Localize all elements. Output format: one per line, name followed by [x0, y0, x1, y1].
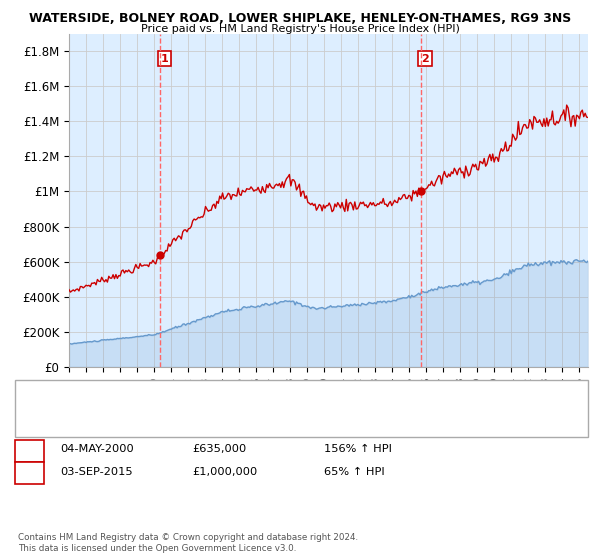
- Text: 2: 2: [25, 465, 34, 478]
- Text: 156% ↑ HPI: 156% ↑ HPI: [324, 444, 392, 454]
- Text: 1: 1: [25, 442, 34, 456]
- Text: 2: 2: [421, 54, 429, 64]
- Text: Price paid vs. HM Land Registry's House Price Index (HPI): Price paid vs. HM Land Registry's House …: [140, 24, 460, 34]
- Text: £635,000: £635,000: [192, 444, 246, 454]
- Text: 1: 1: [160, 54, 168, 64]
- Text: HPI: Average price, detached house, South Oxfordshire: HPI: Average price, detached house, Sout…: [69, 408, 343, 418]
- Text: WATERSIDE, BOLNEY ROAD, LOWER SHIPLAKE, HENLEY-ON-THAMES, RG9 3NS (detached: WATERSIDE, BOLNEY ROAD, LOWER SHIPLAKE, …: [69, 391, 510, 402]
- Text: £1,000,000: £1,000,000: [192, 466, 257, 477]
- Text: 03-SEP-2015: 03-SEP-2015: [60, 466, 133, 477]
- Text: 04-MAY-2000: 04-MAY-2000: [60, 444, 134, 454]
- Text: WATERSIDE, BOLNEY ROAD, LOWER SHIPLAKE, HENLEY-ON-THAMES, RG9 3NS: WATERSIDE, BOLNEY ROAD, LOWER SHIPLAKE, …: [29, 12, 571, 25]
- Text: Contains HM Land Registry data © Crown copyright and database right 2024.
This d: Contains HM Land Registry data © Crown c…: [18, 533, 358, 553]
- Text: 65% ↑ HPI: 65% ↑ HPI: [324, 466, 385, 477]
